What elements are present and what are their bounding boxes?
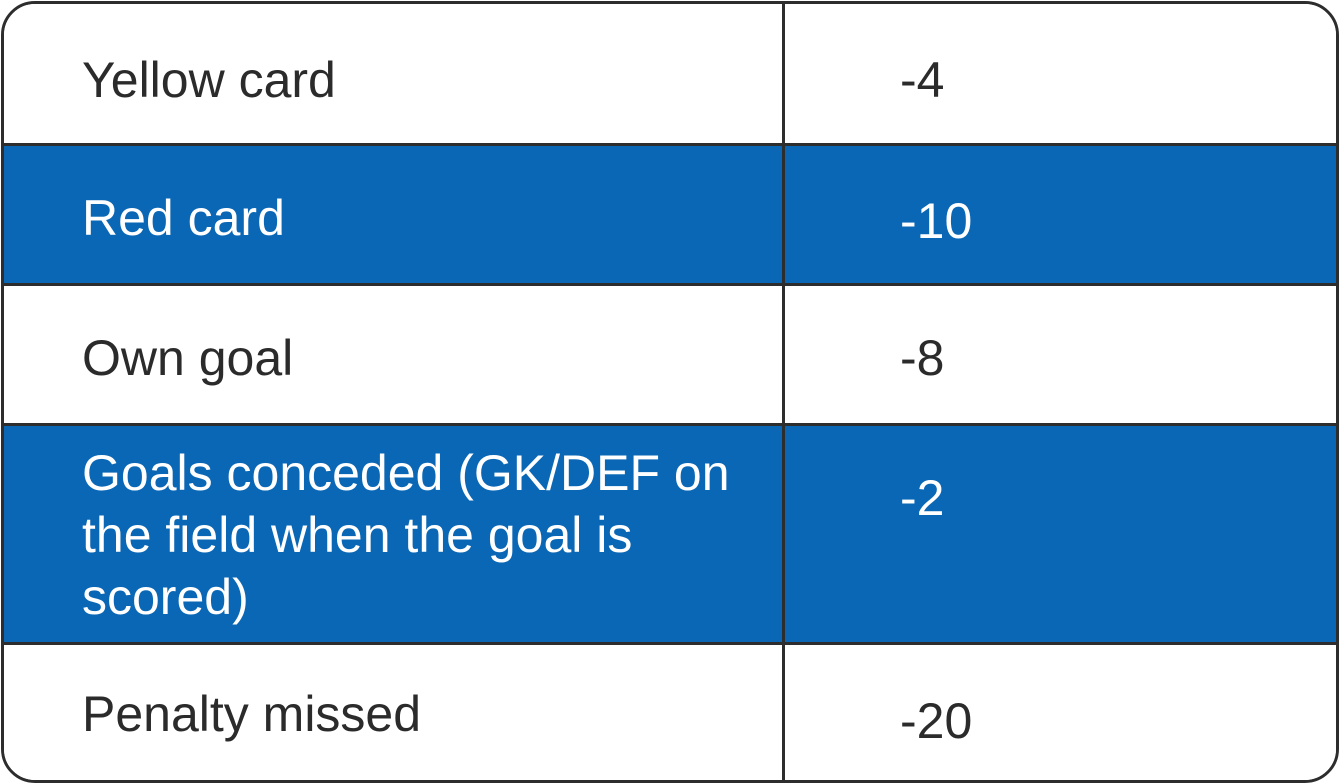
row-value: -10 <box>900 193 973 249</box>
row-value: -4 <box>900 52 945 108</box>
row-label: Yellow card <box>82 52 336 108</box>
table-row: Penalty missed -20 <box>4 642 1336 780</box>
table-row: Own goal -8 <box>4 283 1336 423</box>
row-value: -2 <box>900 470 945 526</box>
row-value: -20 <box>900 693 973 749</box>
table-row: Red card -10 <box>4 143 1336 283</box>
table-row: Goals conceded (GK/DEF on the field when… <box>4 423 1336 642</box>
row-label: Penalty missed <box>82 686 422 742</box>
table-row: Yellow card -4 <box>4 4 1336 143</box>
row-value: -8 <box>900 330 945 386</box>
row-label: Red card <box>82 190 285 246</box>
row-label: Goals conceded (GK/DEF on the field when… <box>82 445 730 625</box>
column-divider <box>782 4 785 780</box>
row-label: Own goal <box>82 330 294 386</box>
